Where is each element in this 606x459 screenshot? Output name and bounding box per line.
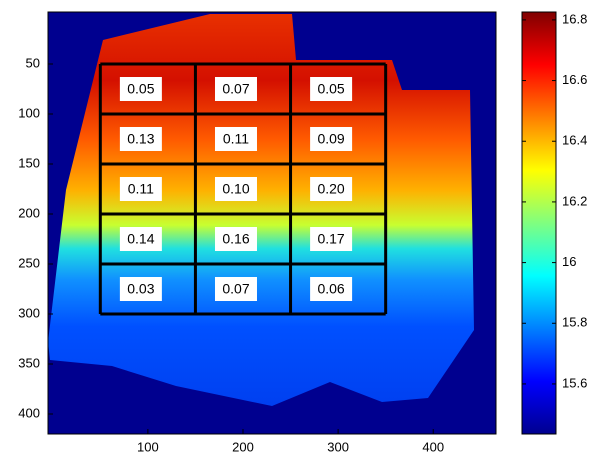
cell-label-box	[119, 227, 162, 251]
cell-label-box	[119, 177, 162, 201]
cell-label: 0.17	[317, 231, 344, 247]
y-tick-label: 150	[18, 155, 40, 170]
cell-label: 0.14	[127, 231, 154, 247]
cell-label-box	[214, 127, 257, 151]
cell-label-box	[310, 77, 353, 101]
cell-label-box	[214, 177, 257, 201]
colorbar-tick-label: 16.8	[562, 11, 587, 26]
colorbar-tick-label: 15.8	[562, 315, 587, 330]
y-tick-label: 50	[26, 55, 40, 70]
cell-label: 0.20	[317, 181, 344, 197]
cell-label: 0.03	[127, 281, 154, 297]
cell-label-box	[119, 127, 162, 151]
cell-label-box	[310, 277, 353, 301]
cell-label: 0.16	[222, 231, 249, 247]
colorbar-tick-label: 16	[562, 254, 576, 269]
x-tick-label: 100	[137, 439, 159, 454]
colorbar-tick-label: 15.6	[562, 375, 587, 390]
cell-label-box	[310, 127, 353, 151]
colorbar-tick-label: 16.2	[562, 193, 587, 208]
cell-label-box	[214, 227, 257, 251]
cell-label-box	[310, 227, 353, 251]
x-tick-label: 300	[327, 439, 349, 454]
mosaic-image	[48, 14, 474, 406]
axes-frame	[47, 11, 497, 435]
cell-label: 0.11	[223, 131, 249, 147]
cell-label-box	[119, 277, 162, 301]
y-tick-label: 350	[18, 355, 40, 370]
y-tick-label: 300	[18, 305, 40, 320]
y-tick-label: 400	[18, 405, 40, 420]
cell-label: 0.09	[317, 131, 344, 147]
x-tick-label: 400	[422, 439, 444, 454]
cell-label-box	[214, 277, 257, 301]
cell-label-box	[119, 77, 162, 101]
colorbar-tick-label: 16.4	[562, 133, 587, 148]
cell-label-box	[310, 177, 353, 201]
cell-label: 0.13	[127, 131, 154, 147]
cell-label: 0.07	[222, 281, 249, 297]
cell-label: 0.05	[317, 81, 344, 97]
y-tick-label: 250	[18, 255, 40, 270]
y-tick-label: 100	[18, 105, 40, 120]
cell-label-box	[214, 77, 257, 101]
y-tick-label: 200	[18, 205, 40, 220]
colorbar-tick-label: 16.6	[562, 72, 587, 87]
cell-label: 0.07	[222, 81, 249, 97]
cell-label: 0.05	[127, 81, 154, 97]
x-tick-label: 200	[232, 439, 254, 454]
cell-label: 0.06	[317, 281, 344, 297]
cell-label: 0.10	[222, 181, 249, 197]
colorbar	[521, 11, 557, 435]
cell-label: 0.11	[128, 181, 154, 197]
